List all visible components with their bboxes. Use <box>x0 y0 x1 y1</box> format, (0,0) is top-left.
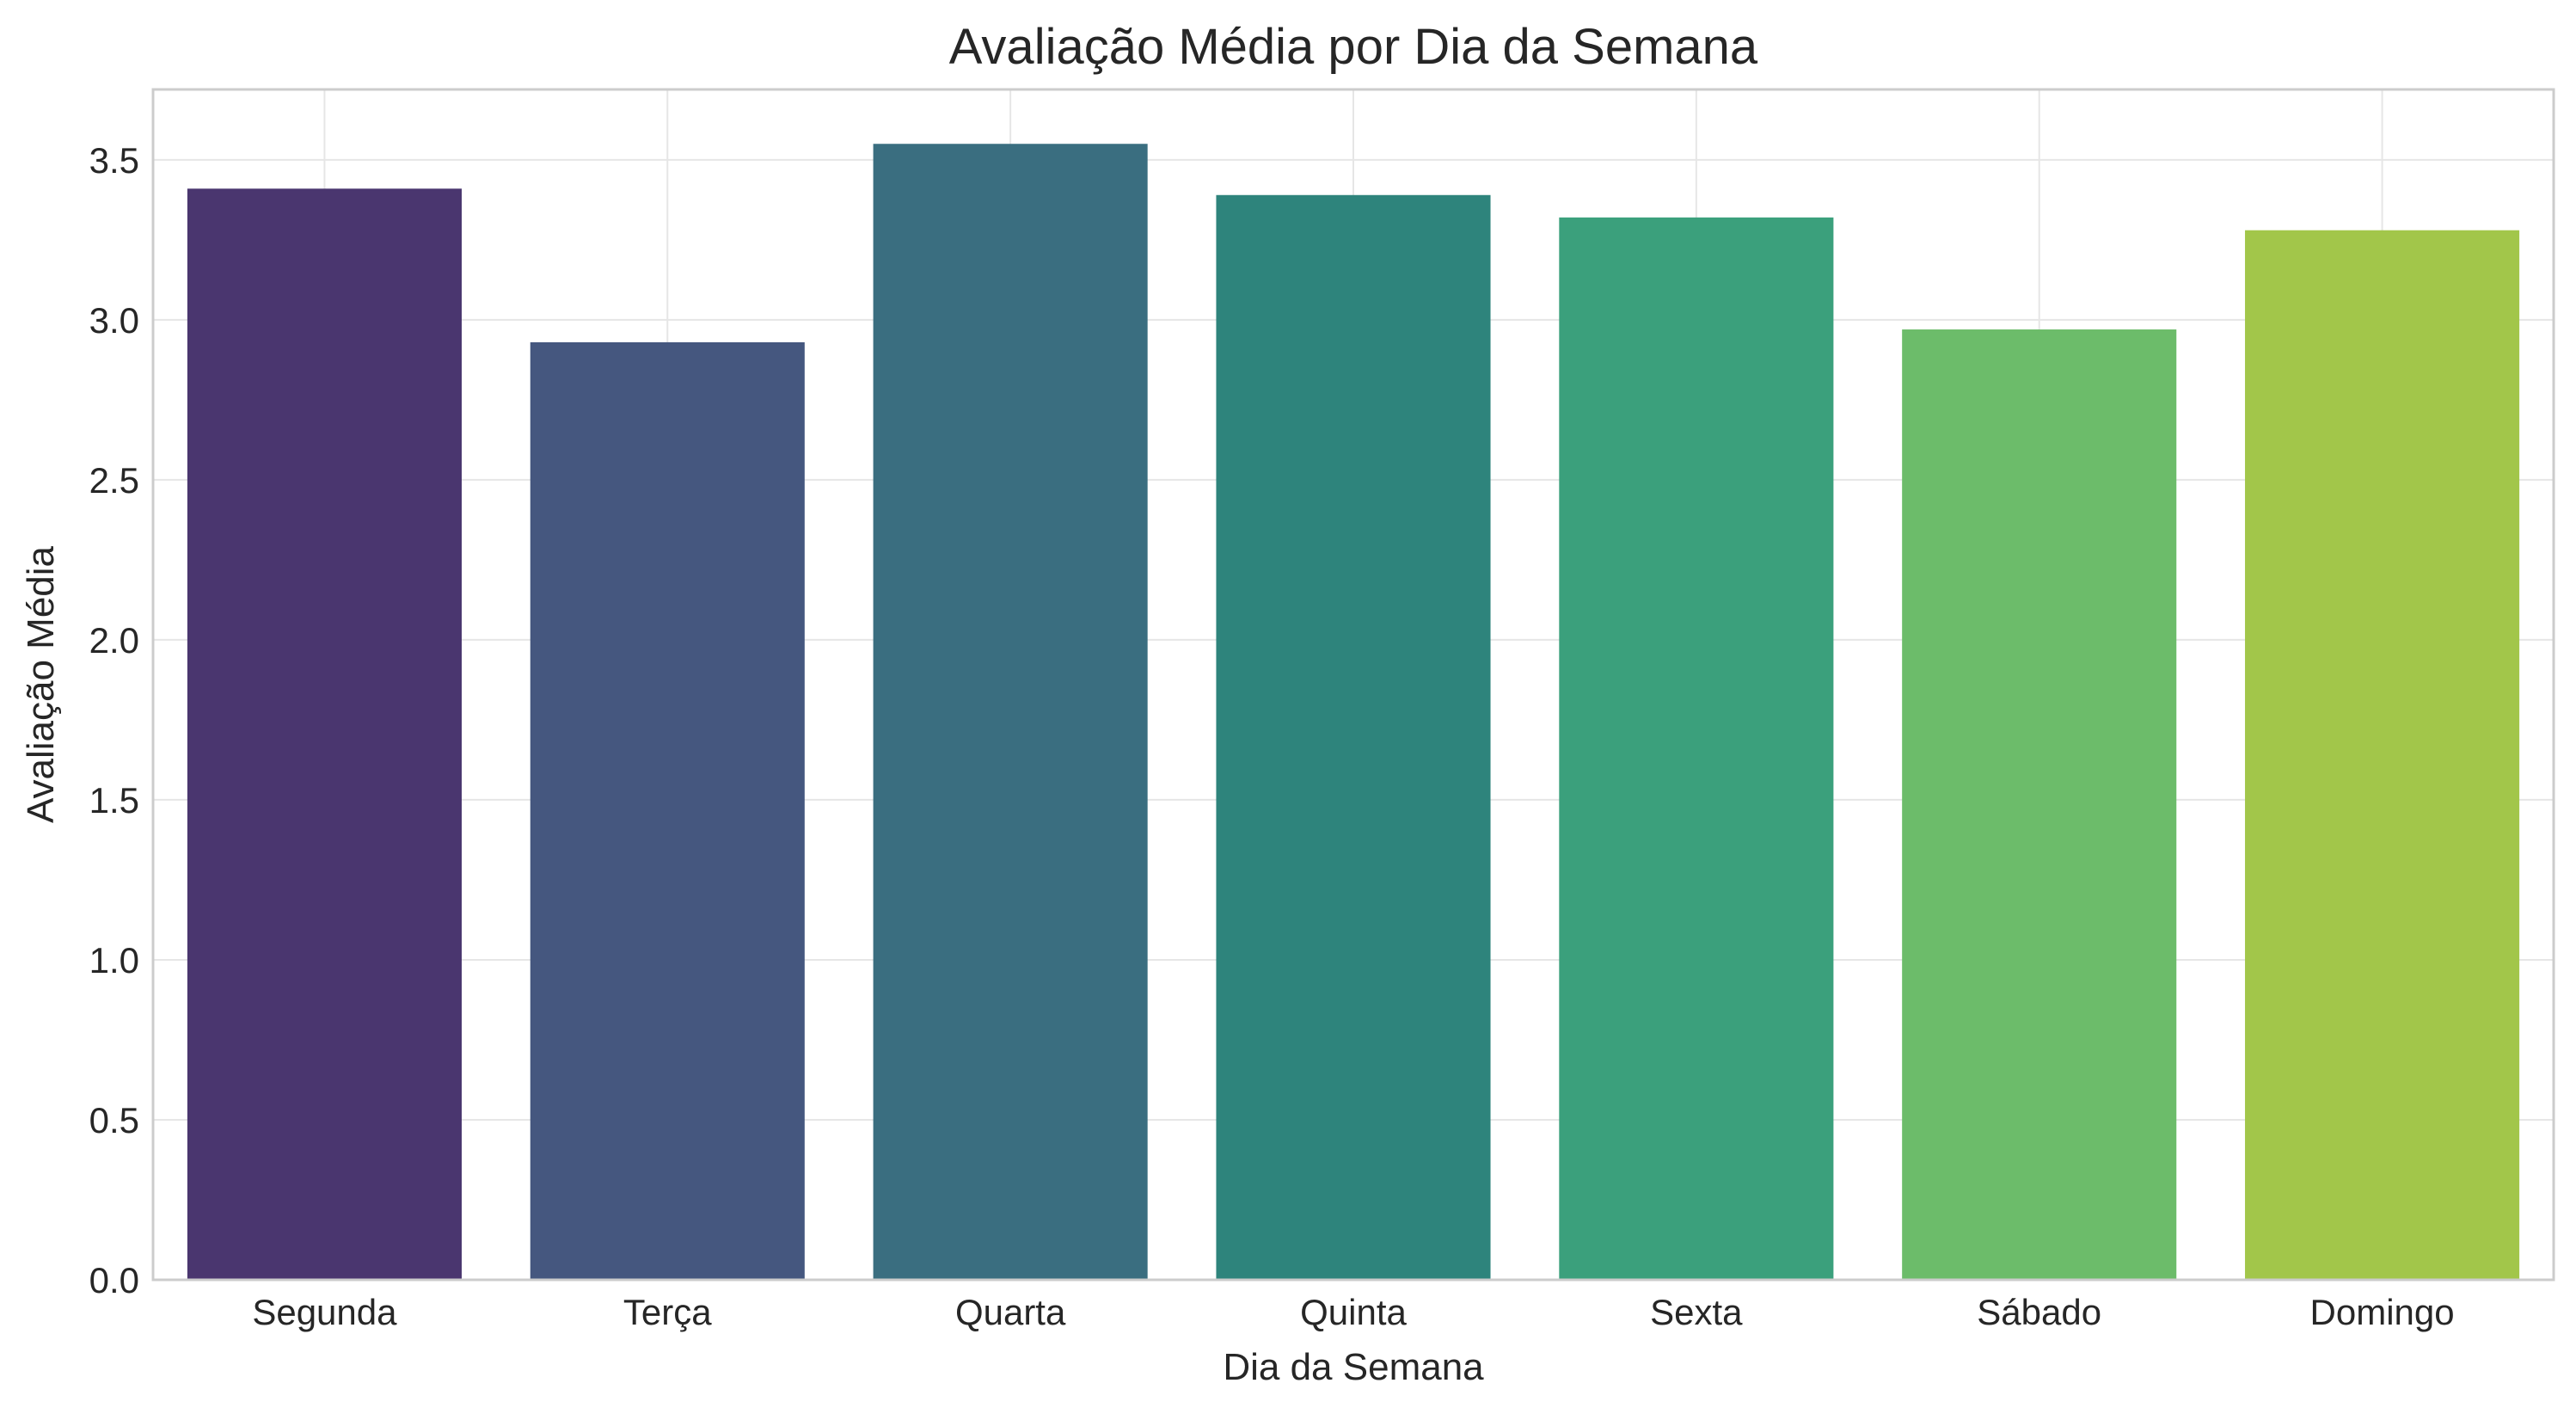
bar-segunda <box>187 188 462 1280</box>
x-axis-label: Dia da Semana <box>1223 1346 1484 1388</box>
bar-quarta <box>873 144 1148 1280</box>
x-tick-label: Sábado <box>1977 1292 2101 1332</box>
x-tick-label: Segunda <box>252 1292 397 1332</box>
y-tick-label: 2.5 <box>89 460 139 501</box>
y-tick-label: 0.5 <box>89 1100 139 1140</box>
y-tick-label: 0.0 <box>89 1260 139 1300</box>
y-tick-label: 3.5 <box>89 140 139 181</box>
y-tick-label: 1.5 <box>89 780 139 821</box>
x-axis-ticks: Segunda Terça Quarta Quinta Sexta Sábado Domin… <box>252 1292 2454 1332</box>
x-tick-label: Sexta <box>1650 1292 1743 1332</box>
chart-title: Avaliação Média por Dia da Semana <box>949 19 1758 75</box>
plot-frame <box>151 88 2555 1282</box>
y-axis-label: Avaliação Média <box>20 545 62 823</box>
bars <box>187 144 2520 1281</box>
bar-sábado <box>1902 329 2177 1281</box>
y-tick-label: 3.0 <box>89 300 139 341</box>
x-tick-label: Quarta <box>955 1292 1066 1332</box>
y-axis-ticks: 0.0 0.5 1.0 1.5 2.0 2.5 3.0 3.5 <box>89 140 139 1300</box>
x-tick-label: Domingo <box>2310 1292 2455 1332</box>
bar-terça <box>530 341 805 1281</box>
x-tick-label: Quinta <box>1300 1292 1407 1332</box>
bar-domingo <box>2245 230 2520 1280</box>
y-tick-label: 1.0 <box>89 940 139 981</box>
y-tick-label: 2.0 <box>89 620 139 661</box>
bar-quinta <box>1216 194 1491 1281</box>
x-tick-label: Terça <box>623 1292 712 1332</box>
bar-sexta <box>1559 217 1834 1281</box>
